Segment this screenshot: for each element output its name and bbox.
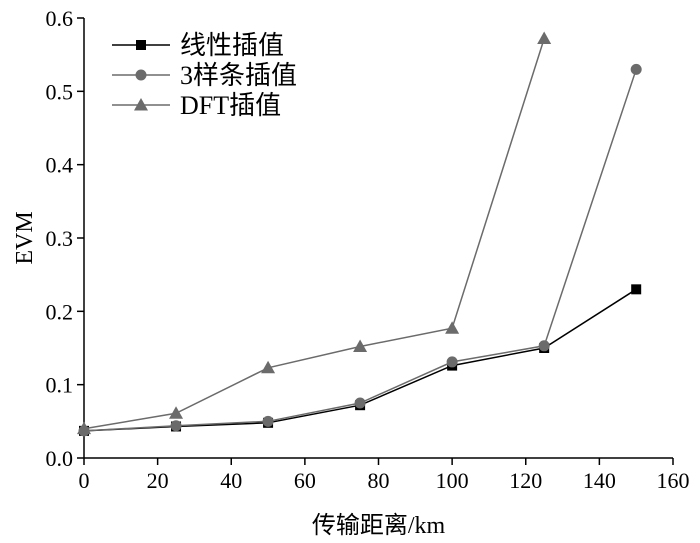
data-point-1 <box>262 415 274 427</box>
legend-marker-1 <box>135 69 147 81</box>
x-tick-label: 40 <box>220 468 242 493</box>
legend-marker-0 <box>136 40 146 50</box>
y-tick-label: 0.2 <box>46 299 74 324</box>
x-tick-label: 120 <box>509 468 542 493</box>
plot-marks <box>77 31 642 437</box>
data-point-2 <box>537 31 552 45</box>
y-tick-label: 0.3 <box>46 226 74 251</box>
data-point-2 <box>353 339 368 353</box>
x-tick-label: 0 <box>79 468 90 493</box>
legend-label-1: 3样条插值 <box>180 61 297 90</box>
data-point-2 <box>77 421 91 435</box>
data-point-2 <box>261 360 276 374</box>
x-tick-label: 60 <box>294 468 316 493</box>
data-point-1 <box>354 397 366 409</box>
data-point-1 <box>630 63 642 75</box>
data-point-1 <box>446 356 458 368</box>
series-line-2 <box>83 38 545 430</box>
y-tick-label: 0.6 <box>46 6 74 31</box>
x-tick-label: 140 <box>583 468 616 493</box>
y-axis-title: EVM <box>12 211 38 264</box>
x-tick-label: 80 <box>368 468 390 493</box>
legend-marker-2 <box>134 98 148 111</box>
data-point-2 <box>169 406 184 419</box>
x-tick-label: 20 <box>147 468 169 493</box>
x-tick-label: 160 <box>657 468 690 493</box>
data-point-2 <box>445 321 460 334</box>
y-tick-label: 0.1 <box>46 373 74 398</box>
axes: 0.0 0.1 0.2 0.3 0.4 0.5 0.6 0 20 40 60 80 100 120 140 1… <box>12 6 690 539</box>
legend-label-0: 线性插值 <box>180 31 284 60</box>
data-point-1 <box>538 340 550 352</box>
legend-label-2: DFT插值 <box>180 91 281 120</box>
x-axis-title: 传输距离/km <box>312 512 446 539</box>
y-tick-label: 0.4 <box>46 153 74 178</box>
data-point-1 <box>170 420 182 432</box>
y-tick-label: 0.5 <box>46 79 74 104</box>
y-tick-label: 0.0 <box>46 446 74 471</box>
x-tick-label: 100 <box>436 468 469 493</box>
series-line-1 <box>83 69 637 432</box>
data-point-0 <box>631 284 642 295</box>
